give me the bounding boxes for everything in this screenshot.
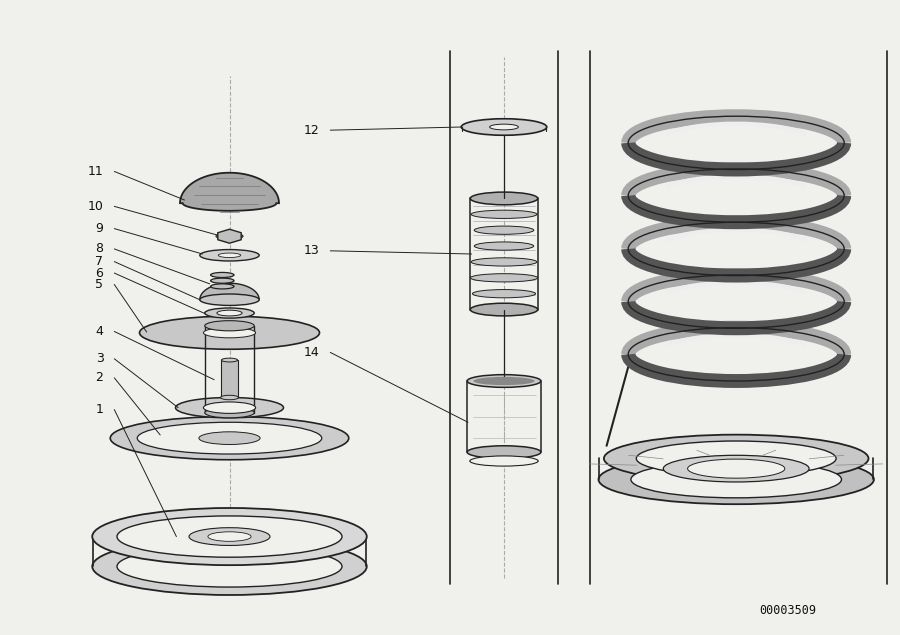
Ellipse shape bbox=[604, 434, 868, 483]
Text: 7: 7 bbox=[95, 255, 104, 268]
Ellipse shape bbox=[208, 532, 251, 541]
Ellipse shape bbox=[471, 274, 537, 282]
Ellipse shape bbox=[205, 308, 254, 318]
Text: 8: 8 bbox=[95, 243, 104, 255]
Polygon shape bbox=[218, 229, 241, 243]
Polygon shape bbox=[180, 173, 279, 211]
Ellipse shape bbox=[137, 422, 322, 454]
Ellipse shape bbox=[203, 328, 256, 338]
Text: 11: 11 bbox=[88, 165, 104, 178]
Ellipse shape bbox=[211, 284, 234, 289]
Ellipse shape bbox=[110, 417, 349, 460]
Ellipse shape bbox=[474, 226, 534, 234]
Ellipse shape bbox=[476, 305, 532, 314]
Ellipse shape bbox=[636, 441, 836, 476]
Text: 12: 12 bbox=[304, 124, 320, 137]
Ellipse shape bbox=[470, 456, 538, 466]
Ellipse shape bbox=[211, 278, 234, 283]
Polygon shape bbox=[200, 283, 259, 300]
Text: 13: 13 bbox=[304, 244, 320, 257]
Text: 9: 9 bbox=[95, 222, 104, 235]
Ellipse shape bbox=[205, 408, 254, 418]
Ellipse shape bbox=[217, 311, 242, 316]
Ellipse shape bbox=[218, 253, 241, 258]
Ellipse shape bbox=[176, 398, 284, 418]
Ellipse shape bbox=[200, 294, 259, 305]
Text: 2: 2 bbox=[95, 371, 104, 384]
Ellipse shape bbox=[220, 395, 238, 400]
Ellipse shape bbox=[117, 516, 342, 558]
Bar bbox=[221, 360, 238, 397]
Ellipse shape bbox=[474, 242, 534, 250]
Text: 3: 3 bbox=[95, 352, 104, 365]
Text: 00003509: 00003509 bbox=[759, 605, 816, 617]
Ellipse shape bbox=[471, 210, 537, 218]
Ellipse shape bbox=[200, 250, 259, 261]
Text: 14: 14 bbox=[304, 346, 320, 359]
Ellipse shape bbox=[471, 303, 538, 316]
Ellipse shape bbox=[189, 528, 270, 545]
Ellipse shape bbox=[467, 446, 541, 458]
Ellipse shape bbox=[140, 316, 320, 349]
Ellipse shape bbox=[92, 538, 367, 595]
Ellipse shape bbox=[216, 233, 243, 239]
Ellipse shape bbox=[663, 455, 809, 482]
Ellipse shape bbox=[688, 459, 785, 478]
Text: 10: 10 bbox=[87, 200, 104, 213]
Ellipse shape bbox=[631, 461, 842, 498]
Ellipse shape bbox=[211, 272, 234, 277]
Ellipse shape bbox=[203, 402, 256, 413]
Ellipse shape bbox=[471, 192, 538, 204]
Ellipse shape bbox=[472, 290, 536, 298]
Text: 5: 5 bbox=[95, 278, 104, 291]
Text: 6: 6 bbox=[95, 267, 104, 279]
Ellipse shape bbox=[473, 377, 535, 385]
Ellipse shape bbox=[490, 124, 518, 130]
Ellipse shape bbox=[221, 358, 238, 362]
Ellipse shape bbox=[199, 432, 260, 444]
Text: 4: 4 bbox=[95, 325, 104, 338]
Ellipse shape bbox=[598, 455, 874, 504]
Ellipse shape bbox=[462, 119, 547, 135]
Ellipse shape bbox=[471, 258, 537, 266]
Ellipse shape bbox=[467, 375, 541, 387]
Text: 1: 1 bbox=[95, 403, 104, 416]
Ellipse shape bbox=[92, 508, 367, 565]
Ellipse shape bbox=[117, 546, 342, 587]
Ellipse shape bbox=[471, 194, 537, 203]
Ellipse shape bbox=[205, 321, 254, 331]
